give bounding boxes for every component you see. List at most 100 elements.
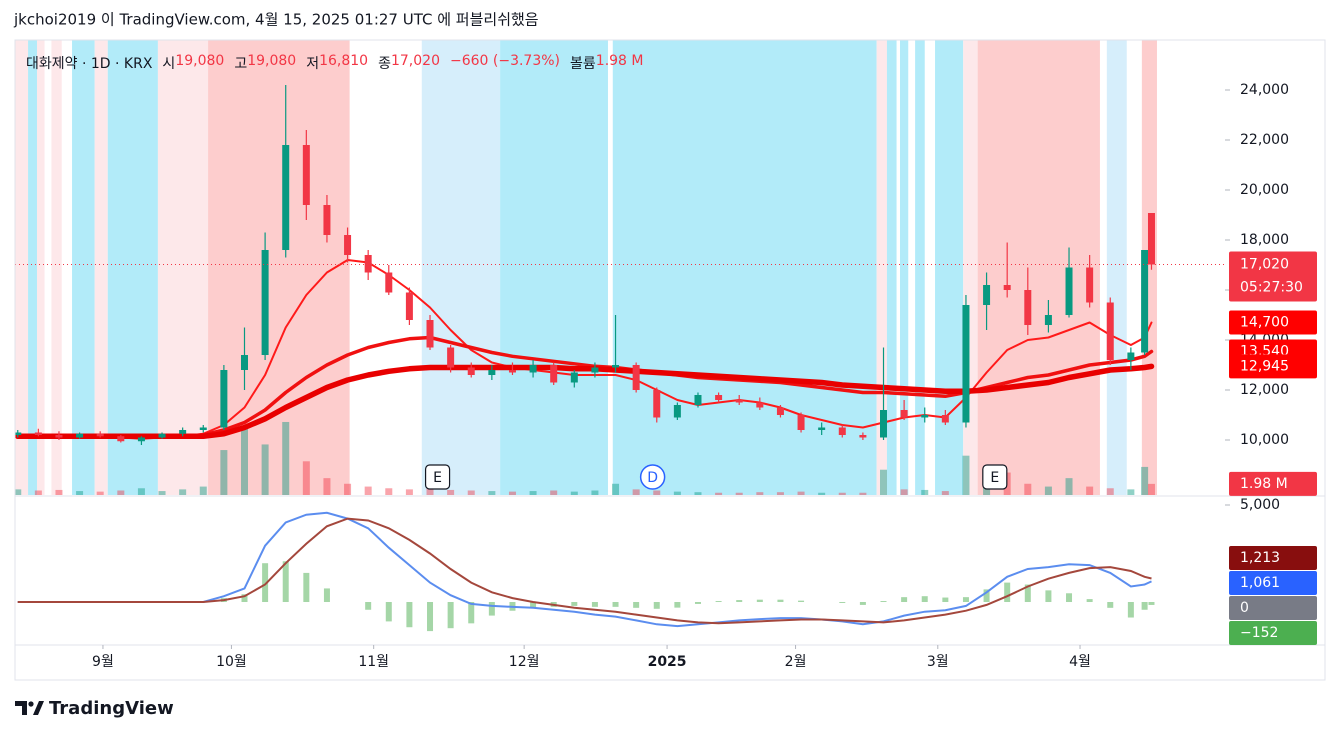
candle-body bbox=[426, 320, 434, 348]
candle-body bbox=[15, 432, 22, 435]
candle-body bbox=[158, 433, 166, 438]
volume-bar bbox=[220, 450, 228, 495]
volume-bar bbox=[137, 488, 145, 495]
candle-body bbox=[838, 427, 846, 435]
candle-body bbox=[508, 370, 516, 373]
candle-body bbox=[302, 145, 310, 205]
candle-body bbox=[220, 370, 228, 428]
histogram-bar bbox=[1148, 602, 1155, 605]
volume-bar bbox=[900, 489, 908, 495]
volume-bar bbox=[921, 489, 929, 495]
candle-body bbox=[776, 407, 784, 415]
open-value: 19,080 bbox=[175, 53, 225, 69]
indicator-badge bbox=[1229, 546, 1317, 570]
volume-bar bbox=[612, 483, 620, 495]
y-tick-label: 22,000 bbox=[1240, 132, 1289, 148]
background-band bbox=[72, 40, 95, 495]
background-band bbox=[36, 40, 45, 495]
histogram-bar bbox=[488, 602, 495, 616]
volume-bar bbox=[818, 492, 826, 495]
background-band bbox=[500, 40, 608, 495]
histogram-bar bbox=[1141, 602, 1148, 610]
candle-body bbox=[240, 355, 248, 370]
candle-body bbox=[323, 205, 331, 235]
x-tick-label: 4월 bbox=[1069, 654, 1091, 670]
volume-bar bbox=[735, 492, 743, 495]
histogram-bar bbox=[1004, 582, 1011, 603]
volume-bar bbox=[694, 492, 702, 495]
volume-bar bbox=[488, 491, 496, 495]
symbol: 대화제약 · 1D · KRX bbox=[26, 56, 153, 72]
volume-bar bbox=[179, 489, 187, 495]
volume-bar bbox=[34, 490, 42, 495]
y-tick-label: 20,000 bbox=[1240, 182, 1289, 198]
volume-bar bbox=[117, 490, 125, 495]
event-marker bbox=[982, 464, 1008, 490]
background-band bbox=[935, 40, 964, 495]
volume-bar bbox=[447, 489, 455, 495]
histogram-bar bbox=[756, 599, 763, 603]
histogram-bar bbox=[880, 601, 887, 603]
histogram-bar bbox=[612, 602, 619, 607]
histogram-bar bbox=[530, 602, 537, 608]
volume-bar bbox=[550, 490, 558, 495]
volume-bar bbox=[385, 488, 393, 495]
candle-body bbox=[715, 395, 723, 400]
volume-bar bbox=[15, 489, 22, 495]
volume-badge-text: 1.98 M bbox=[1240, 476, 1288, 492]
candle-body bbox=[96, 433, 104, 437]
candle-body bbox=[1024, 290, 1032, 325]
candle-body bbox=[385, 272, 393, 293]
volume-bar bbox=[1065, 478, 1073, 495]
candle-body bbox=[673, 405, 681, 418]
candle-body bbox=[941, 415, 949, 423]
volume-bar bbox=[756, 492, 764, 495]
low-label: 저 bbox=[306, 56, 320, 72]
histogram-bar bbox=[1024, 584, 1031, 603]
candle-body bbox=[735, 400, 743, 403]
indicator-pane bbox=[17, 511, 1155, 632]
indicator-badge-text: 1,061 bbox=[1240, 575, 1280, 591]
volume-bar bbox=[323, 478, 331, 495]
volume-bar bbox=[158, 491, 166, 495]
low-value: 16,810 bbox=[319, 53, 369, 69]
high-label: 고 bbox=[234, 56, 248, 72]
candle-body bbox=[797, 415, 805, 430]
histogram-bar bbox=[1045, 590, 1052, 603]
volume-bar bbox=[962, 455, 970, 495]
candle-body bbox=[261, 250, 269, 355]
volume-bar bbox=[941, 491, 949, 495]
background-band bbox=[28, 40, 37, 495]
candle-body bbox=[1141, 250, 1149, 353]
candle-body bbox=[117, 436, 125, 442]
histogram-bar bbox=[921, 596, 928, 603]
candle-body bbox=[591, 367, 599, 373]
volume-bar bbox=[776, 492, 784, 495]
x-tick-label: 2월 bbox=[785, 654, 807, 670]
volume-bar bbox=[76, 491, 84, 495]
x-tick-label: 12월 bbox=[509, 654, 540, 670]
volume-bar bbox=[653, 490, 661, 495]
candle-body bbox=[34, 432, 42, 435]
volume-bar bbox=[1141, 466, 1149, 495]
candle-body bbox=[137, 437, 145, 442]
event-label: D bbox=[647, 470, 658, 486]
volume-bar bbox=[859, 492, 867, 495]
histogram-bar bbox=[323, 588, 330, 603]
candle-body bbox=[1065, 267, 1073, 315]
background-band bbox=[1141, 40, 1157, 495]
event-label: E bbox=[990, 470, 999, 486]
volume-bar bbox=[405, 489, 413, 495]
candle-body bbox=[1106, 302, 1114, 360]
candle-body bbox=[756, 402, 764, 408]
y-tick-label: 18,000 bbox=[1240, 232, 1289, 248]
volume-bar bbox=[240, 427, 248, 495]
histogram-bar bbox=[777, 599, 784, 603]
candle-body bbox=[921, 415, 929, 418]
volume-bar bbox=[1147, 483, 1155, 495]
histogram-bar bbox=[282, 561, 289, 603]
volume-value: 1.98 M bbox=[595, 53, 644, 69]
histogram-bar bbox=[447, 602, 454, 629]
background-band bbox=[876, 40, 887, 495]
